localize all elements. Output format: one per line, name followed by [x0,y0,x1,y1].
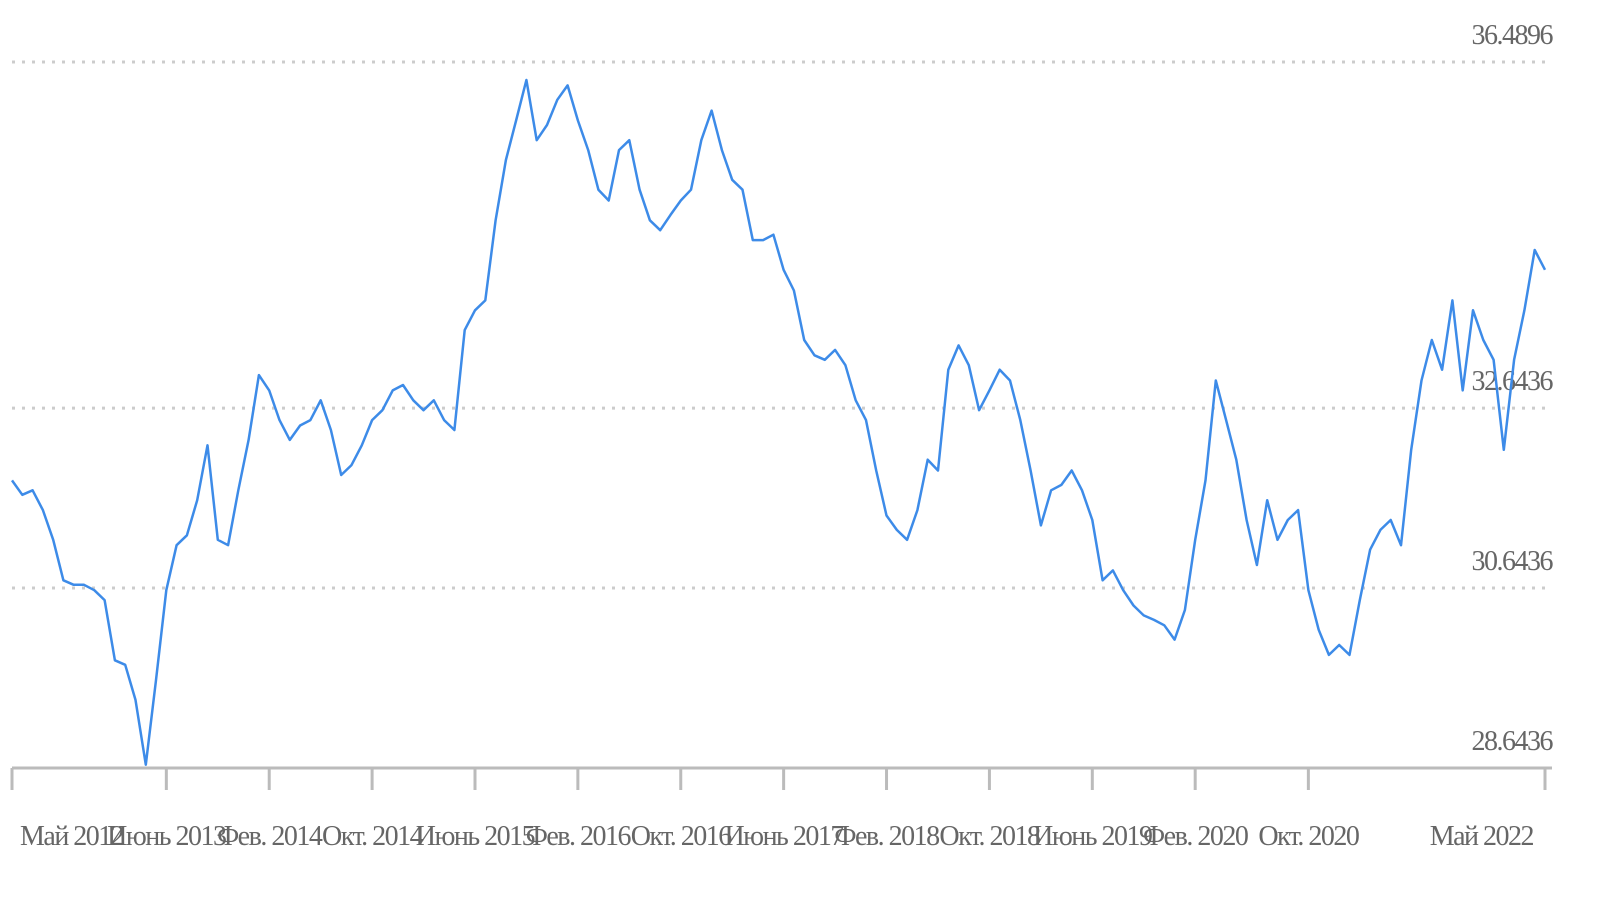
x-tick-label: Окт. 2018 [939,821,1040,852]
x-tick-label: Май 2022 [1430,821,1534,852]
x-tick-label: Июнь 2015 [416,821,535,852]
y-tick-label: 28.6436 [1472,726,1554,757]
x-tick-label: Июнь 2019 [1033,821,1152,852]
y-tick-label: 30.6436 [1472,546,1554,577]
x-tick-label: Окт. 2016 [631,821,733,852]
x-tick-label: Июнь 2017 [724,821,844,852]
data-line [10,78,1547,766]
x-tick-label: Фев. 2018 [834,821,939,852]
x-tick-label: Июнь 2013 [107,821,226,852]
x-tick-label: Окт. 2020 [1258,821,1359,852]
x-tick-label: Фев. 2014 [217,821,323,852]
x-tick-label: Май 2012 [20,821,124,852]
y-tick-label: 36.4896 [1472,20,1554,51]
x-tick-label: Фев. 2016 [526,821,632,852]
x-tick-label: Окт. 2014 [322,821,424,852]
x-tick-label: Фев. 2020 [1143,821,1248,852]
